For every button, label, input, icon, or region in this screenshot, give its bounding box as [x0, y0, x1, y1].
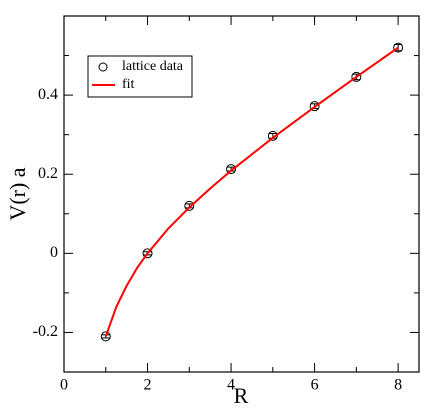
- plot-frame: [63, 15, 420, 373]
- legend-box: [87, 55, 193, 98]
- data-point: [393, 42, 404, 53]
- fit-line: [104, 46, 399, 337]
- x-tick-label: 2: [144, 377, 152, 394]
- x-tick-label: 4: [227, 377, 235, 394]
- data-point: [351, 71, 362, 82]
- x-axis-label: R: [234, 383, 249, 408]
- data-point: [309, 101, 320, 112]
- legend-label: fit: [122, 77, 135, 92]
- legend-label: lattice data: [122, 59, 184, 74]
- x-tick-label: 0: [60, 377, 68, 394]
- y-axis-label: V(r) a: [5, 167, 30, 220]
- legend-marker: [98, 62, 108, 72]
- x-tick-label: 8: [394, 377, 402, 394]
- y-tick-label: 0: [50, 244, 58, 261]
- y-tick-label: 0.2: [38, 165, 58, 182]
- data-point: [184, 200, 195, 211]
- y-tick-label: -0.2: [33, 323, 58, 340]
- data-point: [226, 164, 237, 175]
- x-tick-label: 6: [311, 377, 319, 394]
- data-point: [267, 130, 278, 141]
- y-tick-label: 0.4: [38, 86, 58, 103]
- data-point: [100, 331, 111, 342]
- data-point: [142, 248, 153, 259]
